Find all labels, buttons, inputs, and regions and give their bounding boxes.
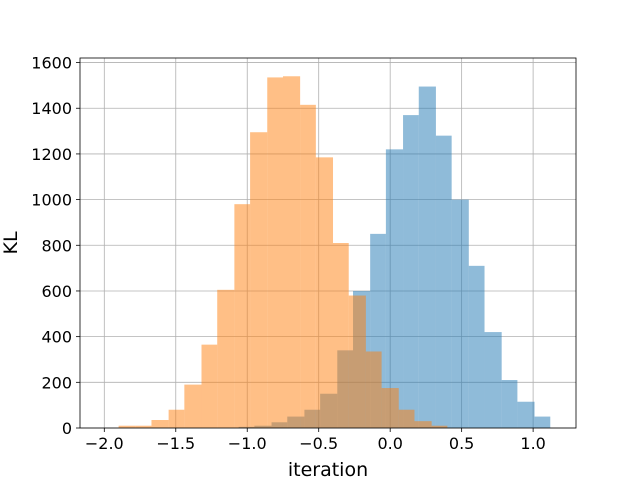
histogram-bar-series-2 — [381, 388, 399, 428]
histogram-bar-series-2 — [315, 157, 334, 428]
plot-frame — [79, 57, 577, 429]
x-axis-ticks: −2.0 −1.5 −1.0 −0.5 0.0 0.5 1.0 — [85, 428, 546, 453]
y-axis-label: KL — [0, 231, 22, 254]
histogram-bar-series-1 — [385, 149, 404, 428]
histogram-bar-series-1 — [403, 115, 419, 429]
y-tick-label: 400 — [41, 328, 72, 347]
histogram-bar-series-2 — [217, 289, 235, 428]
histogram-bar-series-1 — [484, 332, 502, 428]
histogram-bar-series-2 — [234, 204, 251, 428]
histogram-bar-series-2 — [267, 77, 283, 429]
x-axis-label: iteration — [288, 459, 368, 480]
x-tick-label: 0.0 — [377, 434, 402, 453]
histogram-bar-series-2 — [250, 132, 268, 428]
y-tick-label: 800 — [41, 236, 72, 255]
histogram-bar-series-2 — [398, 409, 415, 428]
histogram-bar-series-2 — [282, 76, 301, 428]
histogram-bar-series-1 — [534, 416, 551, 428]
x-tick-label: −1.5 — [156, 434, 195, 453]
histogram-bars — [118, 76, 551, 429]
histogram-bar-series-1 — [435, 135, 452, 428]
y-tick-label: 1000 — [31, 191, 72, 210]
x-tick-label: −2.0 — [85, 434, 124, 453]
histogram-bar-series-2 — [365, 351, 382, 428]
y-tick-label: 200 — [41, 373, 72, 392]
x-tick-label: 1.0 — [520, 434, 545, 453]
histogram-bar-series-2 — [168, 409, 185, 428]
x-tick-label: −1.0 — [228, 434, 267, 453]
histogram-bar-series-2 — [348, 295, 366, 428]
histogram-bar-series-1 — [418, 86, 436, 429]
y-tick-label: 1600 — [31, 54, 72, 73]
histogram-bar-series-1 — [468, 265, 485, 428]
histogram-bar-series-2 — [135, 425, 152, 428]
x-tick-label: 0.5 — [449, 434, 474, 453]
histogram-bar-series-2 — [414, 421, 432, 428]
y-tick-label: 1400 — [31, 99, 72, 118]
y-tick-label: 1200 — [31, 145, 72, 164]
y-tick-label: 600 — [41, 282, 72, 301]
y-axis-ticks: 0 200 400 600 800 1000 1200 1400 1600 — [31, 54, 80, 438]
x-tick-label: −0.5 — [299, 434, 338, 453]
histogram-bar-series-2 — [333, 243, 349, 428]
histogram-bar-series-1 — [451, 199, 469, 428]
histogram-bar-series-1 — [501, 380, 518, 428]
y-tick-label: 0 — [62, 419, 72, 438]
histogram-bar-series-2 — [431, 425, 448, 428]
histogram-bar-series-2 — [118, 425, 136, 428]
histogram-bar-series-2 — [184, 384, 202, 428]
histogram-bar-series-1 — [517, 401, 535, 428]
histogram-bar-series-2 — [151, 420, 169, 428]
histogram-bar-series-2 — [201, 344, 218, 428]
histogram-bar-series-2 — [300, 104, 316, 428]
